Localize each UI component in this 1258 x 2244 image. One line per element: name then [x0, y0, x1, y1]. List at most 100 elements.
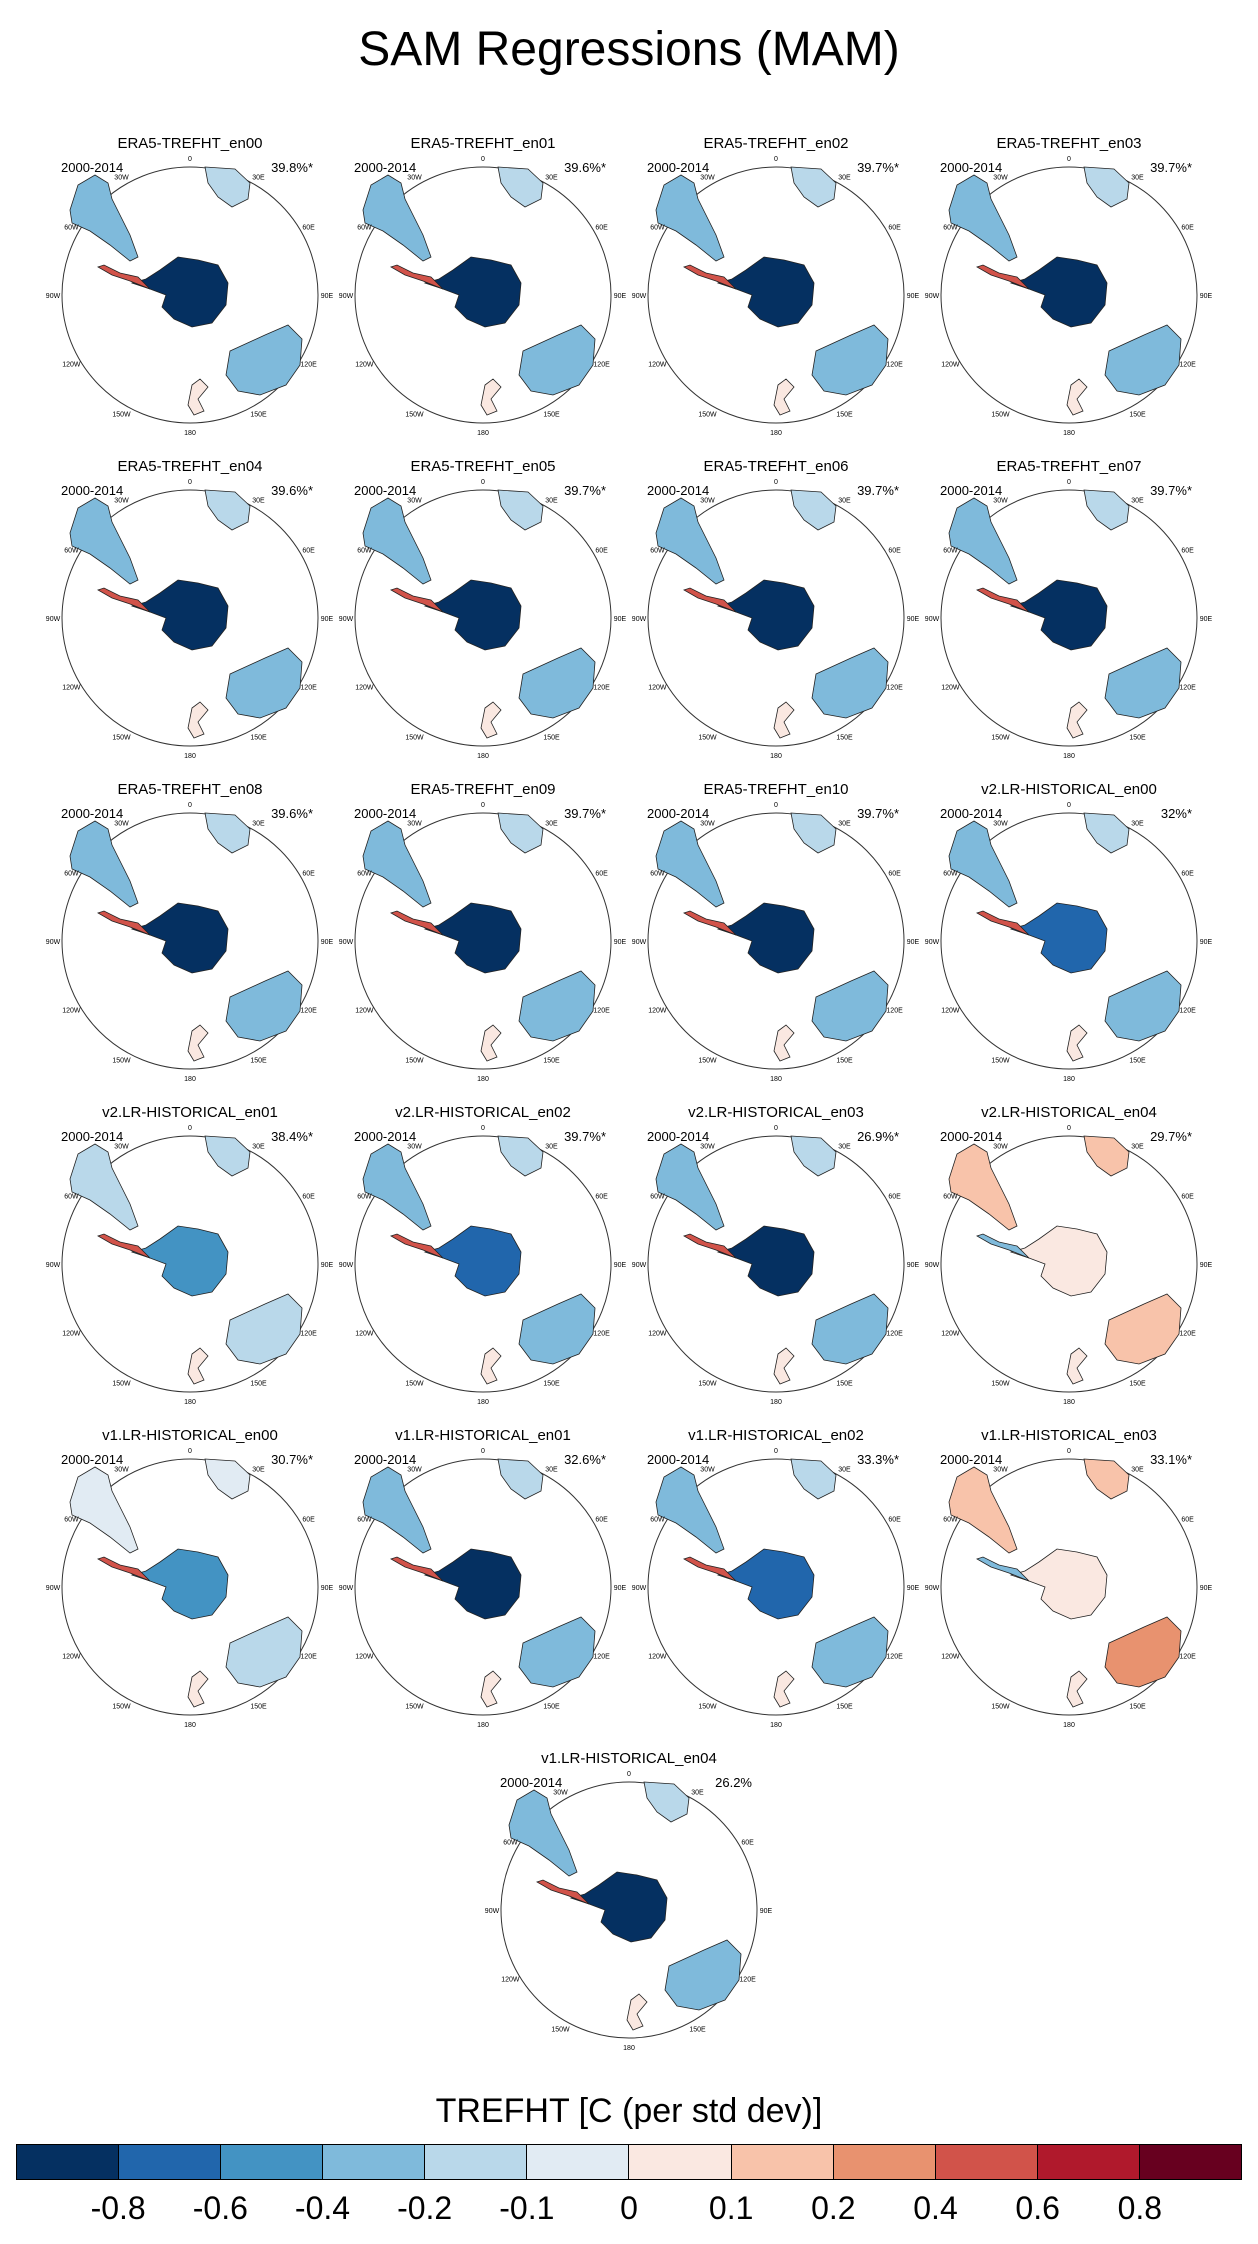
- new-zealand-outline: [480, 1347, 502, 1385]
- longitude-label: 150W: [991, 1704, 1010, 1711]
- longitude-label: 0: [481, 802, 485, 809]
- peninsula-field: [536, 1879, 590, 1905]
- longitude-label: 30W: [407, 820, 422, 827]
- colorbar-box: [833, 2145, 936, 2179]
- peninsula-field: [976, 1233, 1030, 1259]
- peninsula-field: [97, 1556, 151, 1582]
- panel-title: ERA5-TREFHT_en05: [410, 458, 556, 475]
- longitude-label: 150W: [698, 412, 717, 419]
- panel-title: v2.LR-HISTORICAL_en01: [102, 1104, 278, 1121]
- longitude-label: 30E: [545, 1143, 558, 1150]
- map-panel: 0 30E 60E 90E 120E 150E 180 150W 120W 90W 60W 30W v1…: [632, 1427, 920, 1729]
- panel-explained-variance: 39.6%*: [271, 806, 313, 821]
- longitude-label: 90E: [1200, 293, 1213, 300]
- south-america-field: [362, 174, 432, 262]
- australia-field: [225, 647, 303, 719]
- longitude-label: 180: [184, 1399, 196, 1406]
- longitude-label: 150W: [405, 1058, 424, 1065]
- longitude-label: 60E: [595, 225, 608, 232]
- panel-period: 2000-2014: [61, 806, 124, 821]
- australia-field: [811, 970, 889, 1042]
- panel-explained-variance: 39.7%*: [857, 160, 899, 175]
- longitude-label: 90W: [925, 1262, 940, 1269]
- map-panel: 0 30E 60E 90E 120E 150E 180 150W 120W 90W 60W 30W v2…: [339, 1104, 627, 1406]
- antarctica-field: [423, 902, 522, 974]
- longitude-label: 150W: [698, 735, 717, 742]
- south-america-field: [655, 497, 725, 585]
- panel-explained-variance: 26.2%: [715, 1775, 752, 1790]
- longitude-label: 120E: [1179, 1654, 1196, 1661]
- longitude-label: 120W: [62, 685, 81, 692]
- polar-map: 0 30E 60E 90E 120E 150E 180 150W 120W 90W 60W 30W: [339, 1125, 627, 1406]
- longitude-label: 60E: [888, 1194, 901, 1201]
- colorbar-tick-label: 0.4: [913, 2190, 958, 2226]
- longitude-label: 120W: [62, 1008, 81, 1015]
- longitude-label: 30W: [407, 174, 422, 181]
- longitude-label: 60W: [357, 1517, 372, 1524]
- longitude-label: 150W: [991, 1058, 1010, 1065]
- australia-field: [518, 1293, 596, 1365]
- longitude-label: 60W: [64, 1194, 79, 1201]
- longitude-label: 60E: [302, 871, 315, 878]
- longitude-label: 90E: [614, 616, 627, 623]
- australia-field: [225, 1616, 303, 1688]
- polar-map: 0 30E 60E 90E 120E 150E 180 150W 120W 90W 60W 30W: [339, 1448, 627, 1729]
- map-panel: 0 30E 60E 90E 120E 150E 180 150W 120W 90W 60W 30W ER…: [632, 781, 920, 1083]
- colorbar-tick-label: -0.6: [192, 2190, 248, 2226]
- longitude-label: 60E: [888, 548, 901, 555]
- longitude-label: 90W: [339, 1262, 354, 1269]
- polar-map: 0 30E 60E 90E 120E 150E 180 150W 120W 90W 60W 30W: [632, 802, 920, 1083]
- longitude-label: 120W: [355, 1654, 374, 1661]
- colorbar-box: [935, 2145, 1038, 2179]
- longitude-label: 60W: [650, 548, 665, 555]
- longitude-label: 60E: [741, 1840, 754, 1847]
- longitude-label: 90E: [321, 1585, 334, 1592]
- longitude-label: 60E: [1181, 548, 1194, 555]
- longitude-label: 0: [481, 1448, 485, 1455]
- map-panel: 0 30E 60E 90E 120E 150E 180 150W 120W 90W 60W 30W ER…: [925, 458, 1213, 760]
- south-america-field: [362, 497, 432, 585]
- panel-explained-variance: 30.7%*: [271, 1452, 313, 1467]
- longitude-label: 120E: [886, 1654, 903, 1661]
- australia-field: [664, 1939, 742, 2011]
- panel-period: 2000-2014: [647, 806, 710, 821]
- south-america-field: [655, 174, 725, 262]
- longitude-label: 150E: [543, 735, 560, 742]
- longitude-label: 120W: [62, 1654, 81, 1661]
- panel-explained-variance: 29.7%*: [1150, 1129, 1192, 1144]
- antarctica-field: [130, 579, 229, 651]
- map-panel: 0 30E 60E 90E 120E 150E 180 150W 120W 90W 60W 30W v1…: [485, 1750, 773, 2052]
- map-panel: 0 30E 60E 90E 120E 150E 180 150W 120W 90W 60W 30W v2…: [632, 1104, 920, 1406]
- panel-title: ERA5-TREFHT_en03: [996, 135, 1142, 152]
- panel-period: 2000-2014: [61, 1452, 124, 1467]
- longitude-label: 60E: [595, 548, 608, 555]
- panel-period: 2000-2014: [647, 1452, 710, 1467]
- figure-title: SAM Regressions (MAM): [358, 23, 900, 76]
- australia-field: [811, 1616, 889, 1688]
- new-zealand-outline: [480, 701, 502, 739]
- australia-field: [518, 324, 596, 396]
- panel-explained-variance: 32%*: [1160, 806, 1192, 821]
- longitude-label: 90W: [46, 1585, 61, 1592]
- longitude-label: 90W: [632, 293, 647, 300]
- longitude-label: 150W: [112, 735, 131, 742]
- longitude-label: 60E: [888, 225, 901, 232]
- peninsula-field: [390, 264, 444, 290]
- longitude-label: 120W: [501, 1977, 520, 1984]
- colorbar-tick-label: 0.2: [811, 2190, 856, 2226]
- longitude-label: 0: [774, 479, 778, 486]
- longitude-label: 30E: [1131, 174, 1144, 181]
- longitude-label: 0: [1067, 156, 1071, 163]
- australia-field: [518, 1616, 596, 1688]
- longitude-label: 120W: [941, 362, 960, 369]
- longitude-label: 120E: [886, 685, 903, 692]
- polar-map: 0 30E 60E 90E 120E 150E 180 150W 120W 90W 60W 30W: [46, 1125, 334, 1406]
- antarctica-field: [130, 1548, 229, 1620]
- new-zealand-outline: [187, 1347, 209, 1385]
- longitude-label: 150E: [836, 412, 853, 419]
- australia-field: [518, 647, 596, 719]
- africa-field: [204, 812, 251, 854]
- longitude-label: 0: [188, 1448, 192, 1455]
- polar-map: 0 30E 60E 90E 120E 150E 180 150W 120W 90W 60W 30W: [925, 1125, 1213, 1406]
- colorbar-tick-label: -0.4: [294, 2190, 351, 2226]
